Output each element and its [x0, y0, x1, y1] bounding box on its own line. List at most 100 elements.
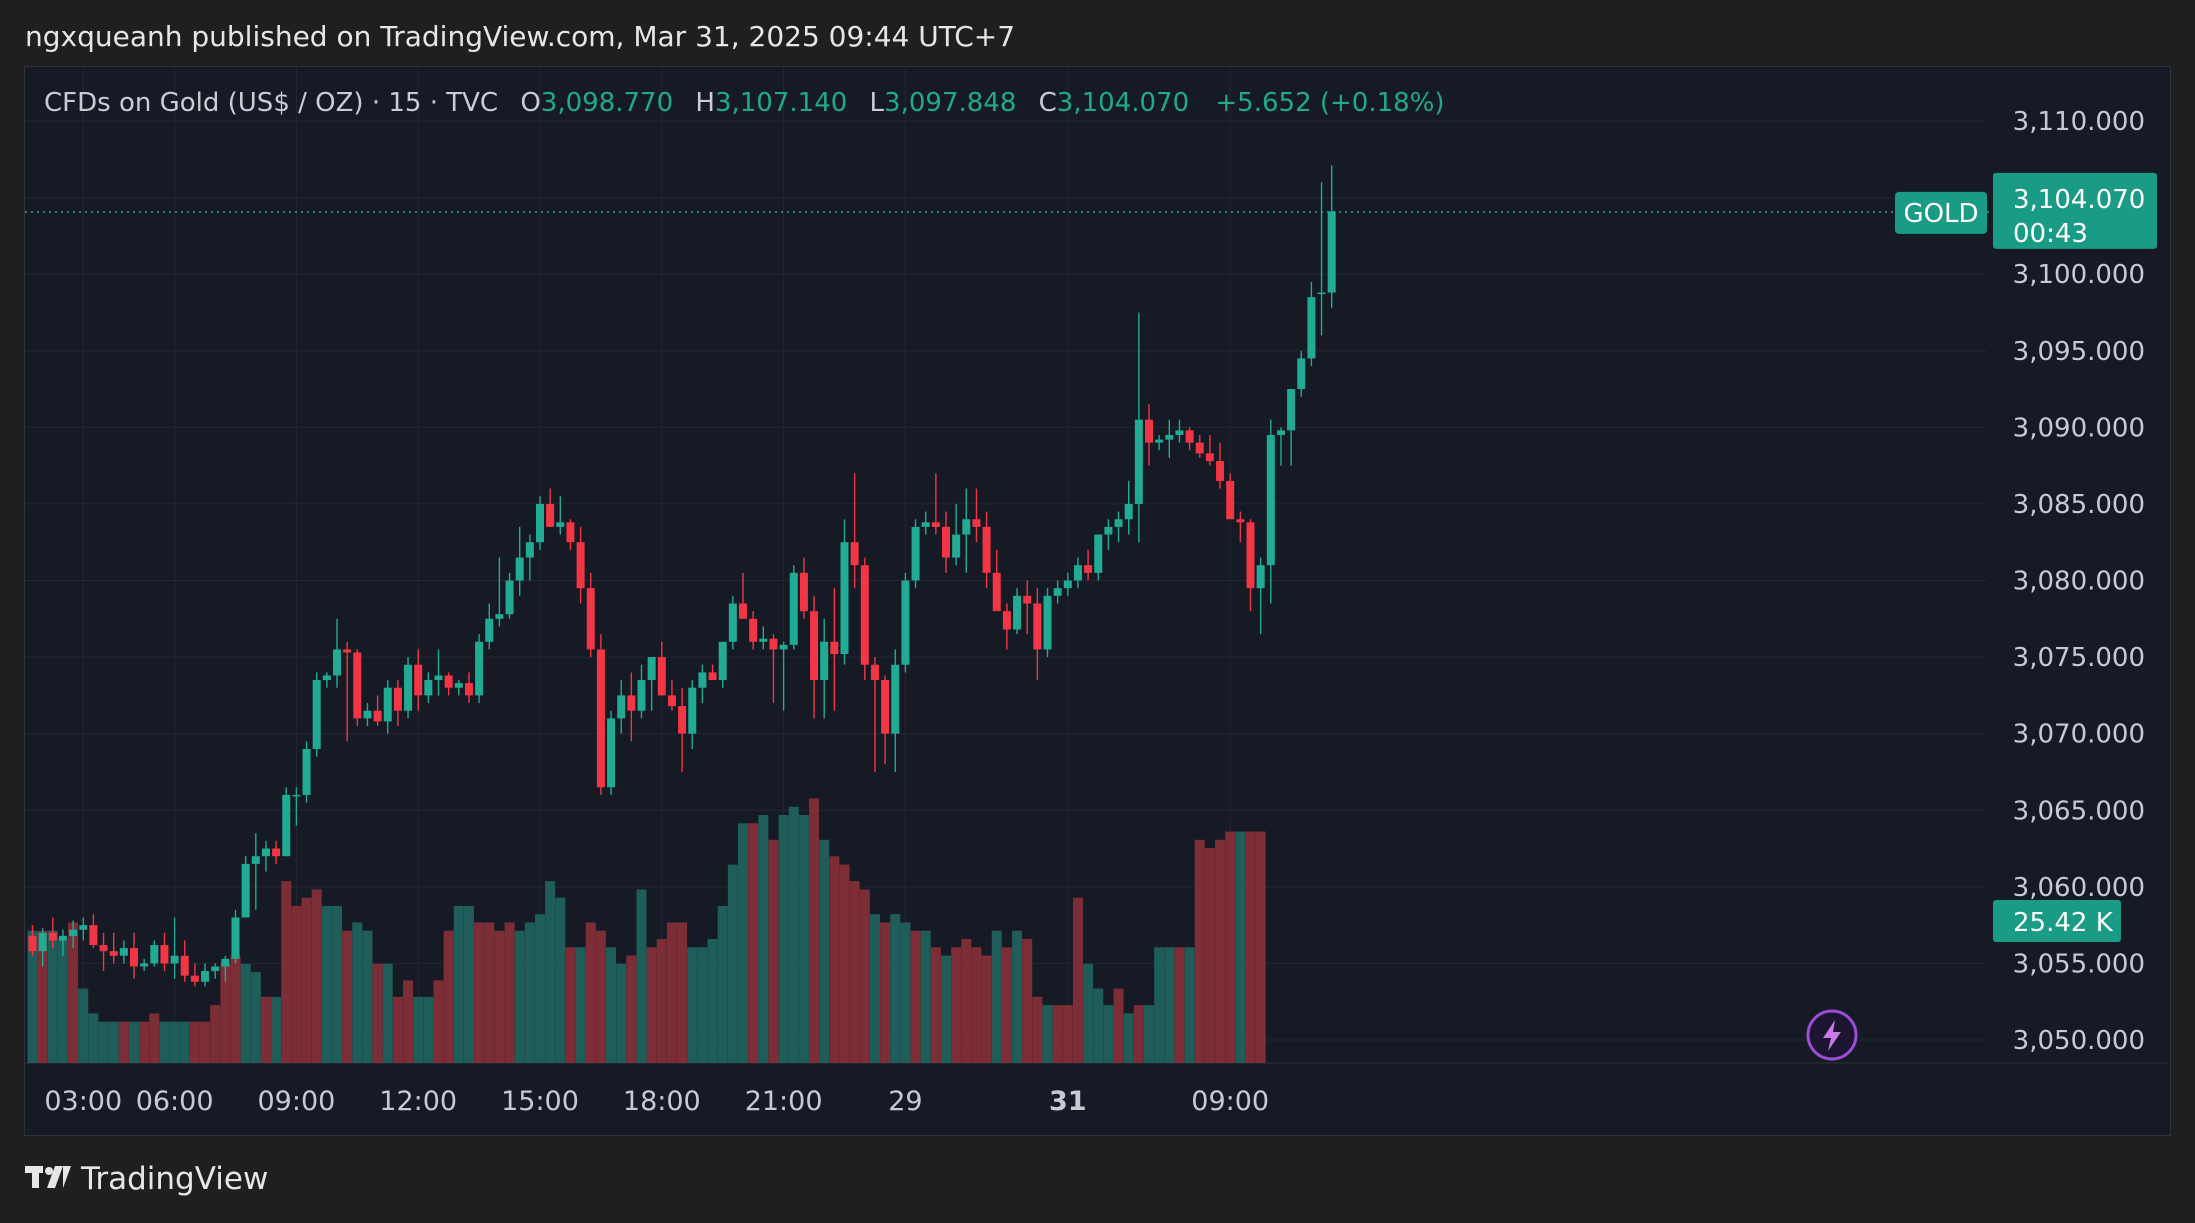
volume-bar [1032, 996, 1043, 1063]
candle-body [759, 638, 768, 642]
candle-body [515, 557, 524, 581]
volume-bar [1133, 1005, 1144, 1063]
volume-bar [819, 839, 830, 1063]
tradingview-logo-icon [25, 1160, 73, 1198]
candle-body [586, 588, 595, 650]
candle-body [464, 683, 473, 696]
volume-bar [210, 1005, 221, 1063]
candle-body [79, 925, 88, 930]
volume-bar [930, 947, 941, 1063]
symbol-tag-label: GOLD [1903, 199, 1978, 229]
chart-panel[interactable] [24, 66, 2171, 1136]
volume-bar [910, 930, 921, 1063]
tradingview-logo[interactable]: TradingView [25, 1160, 268, 1198]
candle-body [596, 649, 605, 788]
y-tick-label: 3,095.000 [2013, 337, 2145, 367]
volume-bar [78, 988, 89, 1063]
volume-bar [575, 947, 586, 1063]
candle-body [728, 603, 737, 642]
candle-body [58, 935, 67, 941]
y-tick-label: 3,110.000 [2013, 107, 2145, 137]
lightning-icon[interactable] [1806, 1009, 1858, 1061]
volume-bar [829, 856, 840, 1063]
volume-bar [890, 914, 901, 1063]
change-value: +5.652 (+0.18%) [1215, 88, 1445, 118]
candle-body [28, 935, 37, 952]
candle-body [1276, 430, 1285, 435]
volume-bar [565, 947, 576, 1063]
volume-bar [1144, 1005, 1154, 1063]
candle-body [485, 618, 494, 642]
candle-body [261, 848, 270, 857]
volume-bar [179, 1021, 190, 1063]
y-tick-label: 3,075.000 [2013, 643, 2145, 673]
candle-body [627, 695, 636, 711]
volume-bar [798, 815, 809, 1063]
volume-bar [1001, 947, 1012, 1063]
candle-body [353, 652, 362, 719]
candle-body [383, 687, 392, 722]
candle-body [1094, 534, 1103, 573]
volume-bar [362, 930, 373, 1063]
volume-bar [545, 881, 556, 1063]
volume-bar [392, 996, 403, 1063]
candle-body [942, 526, 950, 558]
price-axis: 3,110.0003,105.0003,100.0003,095.0003,09… [2013, 107, 2145, 1056]
candle-body [1073, 565, 1082, 581]
volume-bar [514, 930, 525, 1063]
volume-bar [880, 922, 891, 1063]
y-tick-label: 3,070.000 [2013, 720, 2145, 750]
volume-bar [687, 947, 698, 1063]
y-tick-label: 3,100.000 [2013, 260, 2145, 290]
candle-body [119, 948, 128, 956]
candle-body [688, 687, 697, 734]
candle-body [424, 680, 433, 696]
candle-body [779, 644, 788, 650]
x-tick-label: 06:00 [136, 1086, 214, 1117]
x-tick-label: 09:00 [257, 1086, 335, 1117]
x-tick-label: 29 [888, 1086, 922, 1117]
candle-body [992, 572, 1001, 612]
candle-body [180, 955, 189, 976]
last-price-label: 3,104.070 [2013, 185, 2145, 215]
candle-body [840, 542, 849, 655]
candle-body [962, 519, 971, 535]
candle-body [891, 664, 900, 734]
volume-bar [352, 922, 363, 1063]
symbol-description: CFDs on Gold (US$ / OZ) · 15 · TVC [44, 88, 499, 118]
candle-body [150, 945, 159, 964]
volume-bar [321, 905, 332, 1063]
candle-body [322, 675, 331, 681]
volume-bar [727, 864, 738, 1063]
candle-body [211, 966, 220, 972]
volume-bar [606, 947, 617, 1063]
volume-bar [524, 922, 535, 1063]
volume-bar [738, 823, 748, 1063]
candle-body [1114, 519, 1123, 527]
volume-bar [37, 930, 48, 1063]
volume-bar [1164, 947, 1175, 1063]
candle-body [140, 963, 149, 967]
candle-body [363, 710, 372, 719]
volume-bar [626, 955, 637, 1063]
candle-body [820, 641, 829, 681]
volume-bar [230, 955, 241, 1063]
candle-body [190, 975, 199, 982]
volume-bar [291, 905, 302, 1063]
x-tick-label: 12:00 [379, 1086, 457, 1117]
candle-body [393, 687, 402, 711]
x-tick-label: 09:00 [1191, 1086, 1269, 1117]
candle-body [1013, 595, 1022, 630]
volume-bar [149, 1013, 160, 1063]
volume-bars [27, 798, 1266, 1063]
candle-body [799, 572, 808, 612]
volume-bar [1255, 831, 1266, 1063]
volume-bar [1103, 1005, 1114, 1063]
volume-bar [1083, 963, 1094, 1063]
y-tick-label: 3,090.000 [2013, 413, 2145, 443]
volume-bar [646, 947, 657, 1063]
volume-bar [1093, 988, 1104, 1063]
candle-body [251, 856, 260, 864]
candle-body [607, 718, 616, 788]
